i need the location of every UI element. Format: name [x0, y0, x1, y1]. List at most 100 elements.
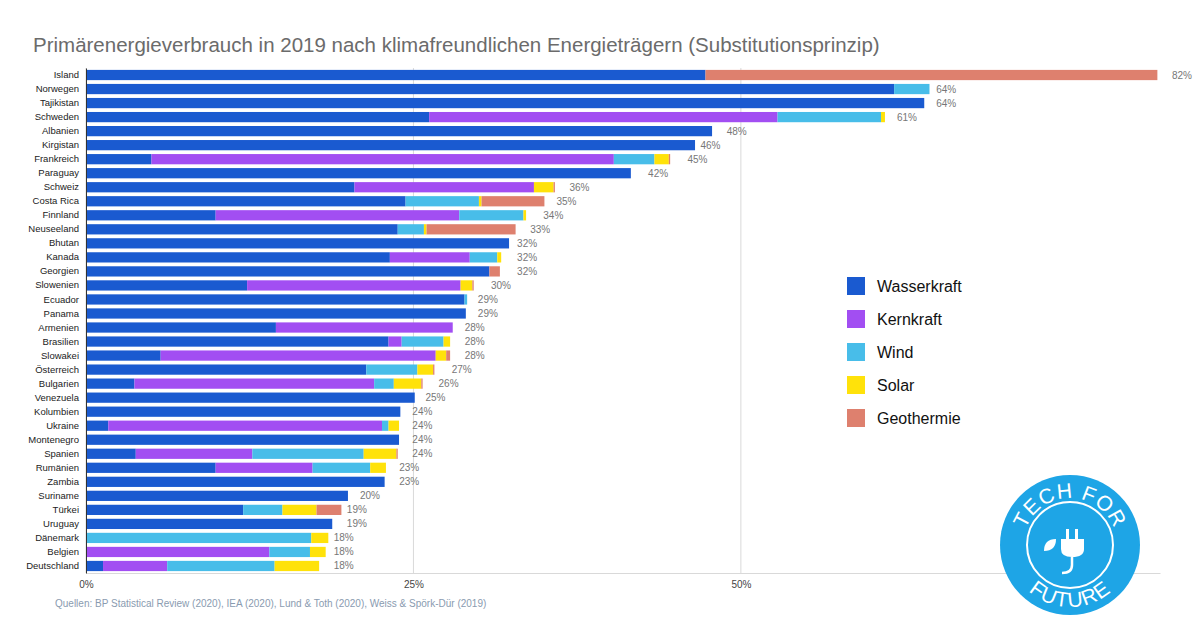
x-tick-label: 50%	[731, 579, 751, 590]
legend-item: Wind	[847, 343, 913, 361]
legend-swatch	[847, 343, 865, 361]
bar-segment	[103, 561, 167, 571]
bar-segment	[399, 435, 400, 445]
bar-segment	[509, 238, 510, 248]
category-label: Bulgarien	[39, 378, 79, 389]
bar-segment	[86, 477, 385, 487]
bar-segment	[86, 98, 924, 108]
bar-segment	[252, 449, 363, 459]
y-tick: Tajikistan	[40, 97, 86, 108]
category-label: Österreich	[35, 364, 79, 375]
total-label: 28%	[465, 322, 485, 333]
bar-segment	[706, 70, 1158, 80]
category-label: Kirgistan	[42, 139, 79, 150]
bar-segment	[86, 238, 509, 248]
bar-segment	[406, 196, 479, 206]
total-label: 36%	[570, 182, 590, 193]
bar-segment	[347, 491, 348, 501]
total-label: 42%	[648, 168, 668, 179]
bar-segment	[472, 280, 473, 290]
x-axis: 0% 25% 50%	[79, 573, 1160, 590]
bar-segment	[712, 126, 713, 136]
y-tick: Costa Rica	[33, 195, 86, 206]
total-label: 19%	[347, 504, 367, 515]
grid	[86, 68, 741, 573]
logo-plug	[1044, 529, 1084, 573]
y-tick: Rumänien	[36, 462, 86, 473]
bar-segment	[396, 449, 397, 459]
series	[317, 70, 1158, 515]
legend-label: Wind	[877, 344, 913, 361]
total-label: 48%	[727, 126, 747, 137]
total-label: 26%	[439, 378, 459, 389]
bar-segment	[243, 505, 282, 515]
bar-segment	[328, 533, 329, 543]
bar-segment	[654, 154, 668, 164]
category-label: Ukraine	[46, 420, 79, 431]
category-label: Rumänien	[36, 462, 79, 473]
bar-segment	[695, 140, 696, 150]
bar-segment	[86, 336, 389, 346]
category-label: Neuseeland	[28, 223, 79, 234]
bar-segment	[86, 407, 400, 417]
x-tick: 0%	[79, 573, 94, 590]
bar-segment	[402, 336, 444, 346]
bar-segment	[695, 140, 696, 150]
bar-segment	[384, 477, 385, 487]
total-label: 35%	[556, 196, 576, 207]
grid-line	[86, 68, 87, 573]
category-label: Albanien	[42, 125, 79, 136]
bar-segment	[311, 533, 328, 543]
y-tick: Montenegro	[28, 434, 86, 445]
bar-segment	[86, 112, 429, 122]
total-label: 18%	[334, 560, 354, 571]
bar-segment	[479, 196, 482, 206]
total-label: 82%	[1172, 70, 1192, 81]
y-tick: Belgien	[47, 546, 86, 557]
bar-segment	[86, 421, 108, 431]
title: Primärenergieverbrauch in 2019 nach klim…	[33, 33, 880, 56]
y-tick: Ukraine	[46, 420, 86, 431]
series	[86, 112, 778, 571]
bar-segment	[86, 463, 216, 473]
y-tick: Slowakei	[41, 350, 86, 361]
x-tick: 25%	[404, 573, 424, 590]
total-label: 64%	[936, 84, 956, 95]
category-label: Schweiz	[44, 181, 80, 192]
bar-segment	[86, 140, 695, 150]
total-label: 29%	[478, 294, 498, 305]
total-label: 23%	[399, 462, 419, 473]
bar-segment	[501, 252, 502, 262]
category-label: Norwegen	[36, 83, 79, 94]
y-axis: IslandNorwegenTajikistanSchwedenAlbanien…	[26, 69, 86, 574]
category-label: Spanien	[44, 448, 79, 459]
bar-segment	[712, 126, 713, 136]
logo-text: FUTURE	[1026, 576, 1114, 612]
bar-segment	[269, 547, 310, 557]
bar-segment	[526, 210, 527, 220]
y-tick: Paraguay	[38, 167, 86, 178]
bar-segment	[630, 168, 631, 178]
bar-segment	[467, 294, 468, 304]
y-tick: Spanien	[44, 448, 86, 459]
x-axis-line	[87, 573, 1161, 574]
bar-segment	[86, 154, 151, 164]
bar-segment	[924, 98, 925, 108]
bar-segment	[884, 112, 885, 122]
category-label: Armenien	[38, 322, 79, 333]
bars	[86, 70, 1157, 571]
category-label: Brasilien	[43, 336, 79, 347]
bar-segment	[86, 322, 276, 332]
bar-segment	[427, 224, 516, 234]
total-label: 27%	[452, 364, 472, 375]
bar-segment	[394, 379, 422, 389]
bar-segment	[86, 210, 216, 220]
bar-segment	[433, 364, 434, 374]
bar-segment	[400, 407, 401, 417]
category-label: Finnland	[43, 209, 79, 220]
bar-segment	[465, 308, 466, 318]
bar-segment	[161, 350, 436, 360]
total-label: 25%	[425, 392, 445, 403]
bar-segment	[465, 308, 466, 318]
total-label: 46%	[700, 140, 720, 151]
